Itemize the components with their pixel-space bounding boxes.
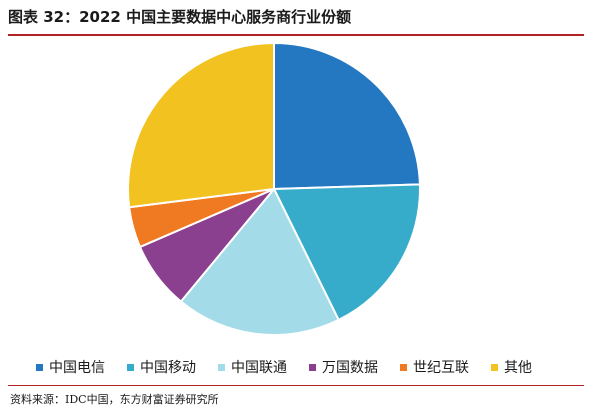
- legend-item-5: 世纪互联: [400, 357, 469, 377]
- chart-title: 图表 32：2022 中国主要数据中心服务商行业份额: [8, 8, 352, 26]
- legend-swatch: [400, 363, 407, 371]
- legend-item-6: 其他: [491, 357, 532, 377]
- source-note: 资料来源：IDC中国，东方财富证券研究所: [10, 393, 219, 406]
- legend-swatch: [309, 363, 316, 371]
- pie-slice-3: [179, 187, 340, 336]
- legend-label: 中国联通: [231, 360, 287, 376]
- legend-label: 中国电信: [49, 360, 105, 376]
- title-divider: [8, 34, 584, 36]
- legend-label: 中国移动: [140, 360, 196, 376]
- chart-legend: 中国电信 中国移动 中国联通 万国数据 世纪互联 其他: [36, 357, 554, 377]
- pie-slice-6: [127, 41, 275, 209]
- legend-swatch: [218, 363, 225, 371]
- legend-swatch: [36, 363, 43, 371]
- legend-item-2: 中国移动: [127, 357, 196, 377]
- legend-label: 世纪互联: [413, 360, 469, 376]
- legend-label: 万国数据: [322, 360, 378, 376]
- legend-label: 其他: [504, 360, 532, 376]
- legend-item-4: 万国数据: [309, 357, 378, 377]
- legend-item-1: 中国电信: [36, 357, 105, 377]
- legend-swatch: [491, 363, 498, 371]
- legend-item-3: 中国联通: [218, 357, 287, 377]
- footer-divider: [8, 385, 584, 386]
- pie-slice-1: [273, 41, 421, 191]
- legend-swatch: [127, 363, 134, 371]
- pie-chart: [127, 41, 421, 336]
- pie-slice-2: [272, 183, 421, 322]
